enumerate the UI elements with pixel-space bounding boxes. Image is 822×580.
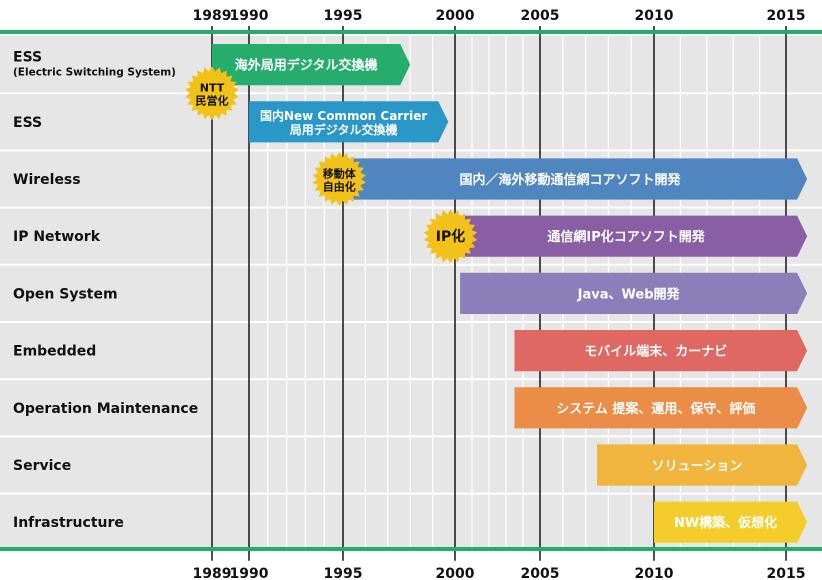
bar-label: ソリューション: [652, 459, 743, 474]
bar-label: 国内／海外移動通信網コアソフト開発: [460, 172, 682, 188]
tick-label-top: 1989: [193, 8, 232, 24]
badge-label: 自由化: [323, 180, 356, 194]
timeline-bar: [249, 101, 449, 143]
row-label: IP Network: [13, 229, 101, 245]
timeline-bar: [212, 44, 411, 86]
bar-label: Java、Web開発: [577, 286, 681, 302]
bar-label: NW構築、仮想化: [674, 515, 777, 531]
tick-label-bottom: 1995: [324, 566, 363, 580]
tick-label-top: 2015: [767, 8, 806, 24]
bar-label: 国内New Common Carrier: [260, 108, 427, 123]
starburst-badge: [423, 209, 478, 264]
badge-label: 移動体: [323, 167, 357, 181]
row-label: Open System: [13, 286, 118, 302]
tick-label-top: 1990: [230, 8, 269, 24]
row-label: Wireless: [13, 172, 81, 188]
row-label: Infrastructure: [13, 515, 124, 531]
bar-label: 通信網IP化コアソフト開発: [547, 229, 705, 245]
starburst-badge: [312, 152, 366, 206]
timeline-bar: [597, 444, 808, 486]
row-label: ESS: [13, 115, 42, 131]
timeline-bar: [654, 501, 808, 543]
row-label: Service: [13, 458, 71, 474]
starburst-badge: [185, 66, 239, 121]
tick-label-bottom: 1990: [230, 566, 269, 580]
tick-label-top: 2010: [635, 8, 674, 24]
row-background: [0, 36, 822, 94]
bar-label: 海外局用デジタル交換機: [235, 58, 378, 74]
timeline-bar: [460, 272, 808, 314]
timeline-bar: [455, 215, 808, 257]
tick-label-top: 2000: [436, 8, 475, 24]
tick-label-bottom: 2015: [767, 566, 806, 580]
badge-label: NTT: [200, 82, 225, 95]
row-label: Operation Maintenance: [13, 401, 198, 417]
bar-label: モバイル端末、カーナビ: [584, 344, 727, 360]
tick-label-bottom: 2010: [635, 566, 674, 580]
timeline-bar: [514, 387, 808, 429]
tick-label-bottom: 1989: [193, 566, 232, 580]
tick-label-top: 2005: [521, 8, 560, 24]
tick-label-bottom: 2000: [436, 566, 475, 580]
badge-label: 民営化: [196, 94, 229, 108]
year-axes: 1989198919901990199519952000200020052005…: [0, 8, 822, 580]
timeline-bar: [514, 330, 808, 372]
bar-label: システム 提案、運用、保守、評価: [556, 401, 755, 417]
row-labels: ESS(Electric Switching System)ESSWireles…: [13, 50, 198, 532]
timeline-bar: [343, 158, 808, 200]
badge-label: IP化: [436, 228, 465, 245]
row-sublabel: (Electric Switching System): [13, 67, 176, 79]
row-label: Embedded: [13, 344, 96, 360]
tick-label-top: 1995: [324, 8, 363, 24]
tick-label-bottom: 2005: [521, 566, 560, 580]
row-label: ESS: [13, 50, 42, 66]
bar-label: 局用デジタル交換機: [290, 122, 398, 137]
